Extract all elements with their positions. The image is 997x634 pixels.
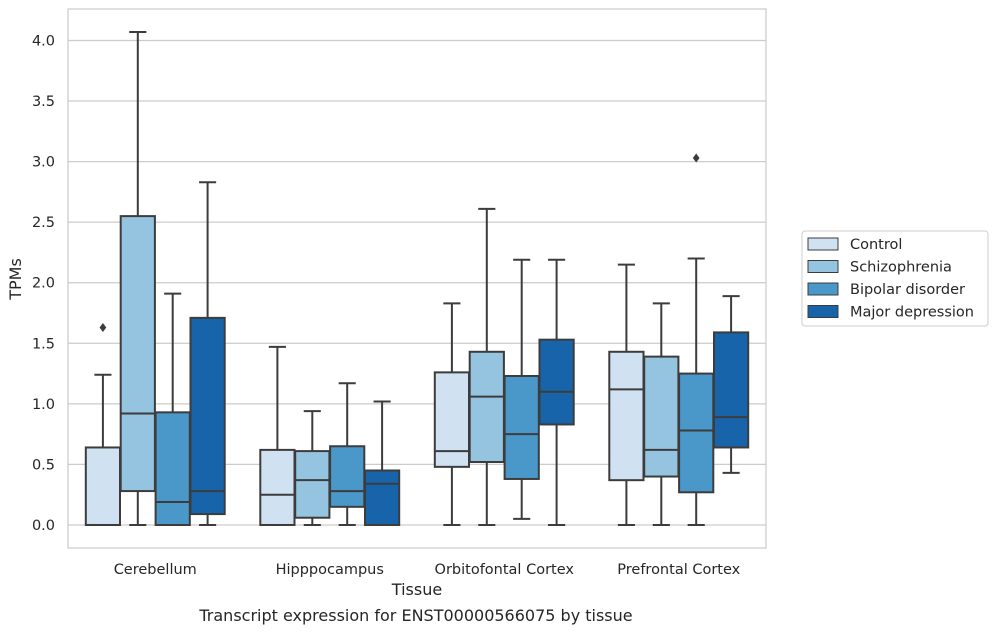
box-control [608,263,645,526]
y-tick-labels: 0.0 0.5 1.0 1.5 2.0 2.5 3.0 3.5 4.0 [32,33,55,533]
box-control [84,323,122,526]
x-tick-label: Hipppocampus [276,562,384,578]
box-iqr [154,411,191,526]
legend-frame [801,230,989,327]
x-tick-label: Prefrontal Cortex [617,562,740,578]
box-iqr [84,446,122,526]
box-iqr [712,331,750,449]
y-axis-label: TPMs [6,258,25,301]
legend-swatch [807,282,839,296]
box-schizophrenia [468,207,505,526]
box-iqr [363,469,401,526]
y-tick-label: 3.0 [32,155,55,171]
box-iqr [119,215,156,493]
y-tick-label: 4.0 [32,33,55,49]
box-bipolar-disorder [678,153,715,526]
legend-swatch [807,305,839,318]
y-tick-label: 2.5 [32,215,55,231]
y-tick-label: 2.0 [32,276,55,292]
box-iqr [678,372,715,494]
y-tick-label: 1.0 [32,397,55,413]
outlier-point [99,323,107,333]
legend-swatch [807,237,839,251]
box-schizophrenia [119,31,156,526]
outlier-point [692,153,700,163]
box-major-depression [363,400,401,526]
box-iqr [329,445,366,508]
plot-frame [67,8,767,549]
box-iqr [503,375,540,480]
legend: Control Schizophrenia Bipolar disorder Majo… [801,230,989,327]
y-tick-label: 1.5 [32,336,55,352]
box-iqr [433,371,471,468]
legend-swatch [807,260,839,273]
legend-label: Major depression [850,305,974,321]
box-control [259,345,296,526]
y-tick-label: 0.0 [32,518,55,534]
box-iqr [468,350,505,464]
box-major-depression [712,295,750,474]
y-tick-label: 3.5 [32,94,55,110]
box-iqr [259,448,296,526]
box-iqr [294,450,331,519]
x-axis-label: Tissue [391,580,442,599]
x-tick-labels: Cerebellum Hipppocampus Orbitofontal Corte… [114,562,741,578]
x-tick-label: Orbitofontal Cortex [435,562,575,578]
box-major-depression [538,258,575,526]
box-groups [84,31,750,526]
box-schizophrenia [294,410,331,526]
box-iqr [189,316,226,516]
box-bipolar-disorder [503,258,540,520]
box-iqr [643,355,680,478]
box-major-depression [189,181,226,526]
figure-caption: Transcript expression for ENST0000056607… [199,606,633,625]
box-iqr [608,350,645,482]
box-iqr [538,338,575,426]
box-bipolar-disorder [329,382,366,526]
y-tick-label: 0.5 [32,457,55,473]
legend-label: Bipolar disorder [850,282,965,298]
x-tick-label: Cerebellum [114,562,197,578]
box-bipolar-disorder [154,292,191,526]
legend-label: Schizophrenia [850,260,952,276]
box-schizophrenia [643,302,680,526]
legend-label: Control [850,237,902,253]
